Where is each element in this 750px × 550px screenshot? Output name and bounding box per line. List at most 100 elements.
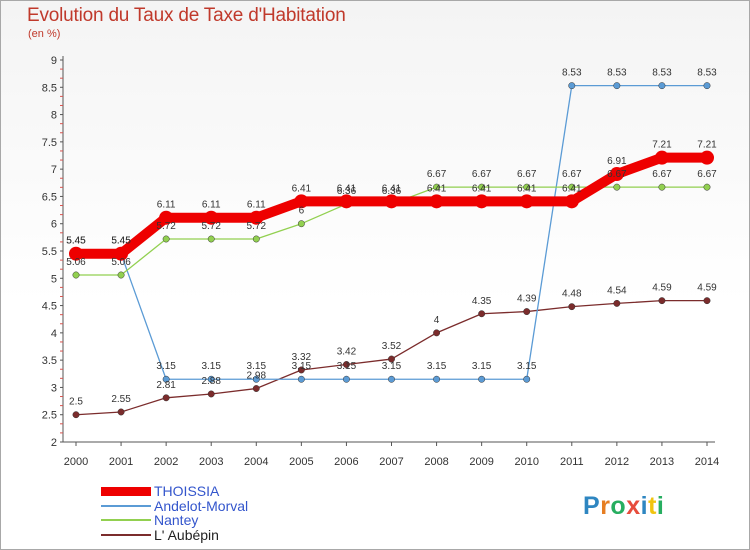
data-label: 3.15 <box>292 361 312 372</box>
data-label: 6.36 <box>337 186 357 197</box>
data-point <box>204 210 219 225</box>
data-label: 7.21 <box>697 140 717 151</box>
data-label: 6.91 <box>607 156 627 167</box>
data-point <box>384 194 399 209</box>
data-label: 4.39 <box>517 294 537 305</box>
y-tick-label: 2.5 <box>42 410 57 422</box>
data-label: 4 <box>434 315 440 326</box>
data-point <box>69 246 83 261</box>
data-label: 8.53 <box>652 68 672 79</box>
y-tick-label: 4 <box>51 328 57 340</box>
data-label: 4.59 <box>697 283 717 294</box>
legend-label: Andelot-Morval <box>154 497 249 514</box>
data-point <box>613 299 621 307</box>
data-point <box>658 297 666 305</box>
data-label: 6.67 <box>652 169 672 180</box>
data-label: 6.41 <box>337 183 357 194</box>
y-tick-label: 6.5 <box>42 191 57 203</box>
data-point <box>474 194 489 209</box>
x-tick-label: 2001 <box>109 456 133 468</box>
data-label: 6.67 <box>427 169 447 180</box>
data-label: 6.41 <box>292 183 312 194</box>
y-tick-label: 6 <box>51 219 57 231</box>
data-point <box>568 183 576 191</box>
data-point <box>117 271 125 279</box>
data-label: 5.45 <box>66 236 86 247</box>
data-labels: 5.45 5.45 6.11 6.11 6.11 6.41 6.41 6.41 6.41 6.41… <box>66 68 717 408</box>
logo-letter: x <box>626 492 641 520</box>
data-point <box>433 183 441 191</box>
data-label: 6.41 <box>562 183 582 194</box>
data-label: 6.11 <box>202 200 221 211</box>
logo-letter: t <box>648 492 657 520</box>
data-label: 6.41 <box>382 183 402 194</box>
y-tick-label: 5 <box>51 273 57 285</box>
data-label: 5.45 <box>66 236 86 247</box>
data-point <box>568 303 576 311</box>
chart-title: Evolution du Taux de Taxe d'Habitation <box>27 5 346 26</box>
data-point <box>297 366 305 374</box>
data-point <box>478 183 486 191</box>
series-line <box>75 84 708 380</box>
data-label: 6.36 <box>382 186 402 197</box>
data-label: 5.45 <box>111 236 131 247</box>
data-label: 3.15 <box>247 361 267 372</box>
data-label: 4.59 <box>652 283 672 294</box>
data-label: 8.53 <box>697 68 717 79</box>
x-tick-label: 2005 <box>289 456 313 468</box>
data-label: 6.11 <box>157 200 176 211</box>
data-point <box>658 183 666 191</box>
data-label: 4.35 <box>472 296 492 307</box>
data-point <box>523 375 531 383</box>
x-tick-label: 2009 <box>469 456 493 468</box>
legend-swatch <box>101 533 151 536</box>
data-point <box>703 183 711 191</box>
data-label: 2.55 <box>111 394 131 405</box>
chart-axes: 2 2.5 3 3.5 4 4.5 5 5.5 6 6.5 7 7.5 8 8.5 9 2000 2001 200… <box>42 55 720 468</box>
x-tick-label: 2010 <box>514 456 538 468</box>
data-label: 2.5 <box>69 397 83 408</box>
data-label: 5.72 <box>247 221 267 232</box>
data-point <box>207 390 215 398</box>
data-point <box>613 183 621 191</box>
data-point <box>613 82 621 90</box>
logo-letter: o <box>610 492 627 520</box>
data-point <box>342 375 350 383</box>
chart-subtitle: (en %) <box>28 28 61 40</box>
x-tick-label: 2002 <box>154 456 178 468</box>
x-tick-label: 2014 <box>695 456 719 468</box>
y-tick-label: 3.5 <box>42 355 57 367</box>
x-tick-label: 2012 <box>605 456 629 468</box>
data-point <box>564 194 579 209</box>
data-label: 3.15 <box>427 361 447 372</box>
y-tick-label: 8 <box>51 110 57 122</box>
data-label: 4.48 <box>562 289 582 300</box>
data-point <box>294 194 309 209</box>
data-point <box>703 297 711 305</box>
data-point <box>433 329 441 337</box>
chart-legend: THOISSIA Andelot-Morval Nantey L' Aubépin <box>101 484 248 542</box>
data-label: 2.88 <box>201 376 221 387</box>
data-point <box>252 235 260 243</box>
data-label: 6.67 <box>472 169 492 180</box>
data-point <box>72 271 80 279</box>
legend-item: Nantey <box>101 513 248 528</box>
y-tick-label: 5.5 <box>42 246 57 258</box>
data-point <box>433 375 441 383</box>
legend-label: Nantey <box>154 512 199 528</box>
y-tick-label: 2 <box>51 437 57 449</box>
x-tick-label: 2013 <box>650 456 674 468</box>
data-label: 6 <box>299 206 305 217</box>
data-label: 3.52 <box>382 341 402 352</box>
data-point <box>388 375 395 383</box>
data-point <box>297 220 305 228</box>
data-label: 3.32 <box>292 352 312 363</box>
chart-series <box>69 82 714 419</box>
data-point <box>703 82 711 90</box>
data-point <box>114 246 129 261</box>
data-point <box>523 183 531 191</box>
data-point <box>654 150 669 165</box>
data-point <box>249 210 264 225</box>
x-tick-label: 2006 <box>334 456 358 468</box>
